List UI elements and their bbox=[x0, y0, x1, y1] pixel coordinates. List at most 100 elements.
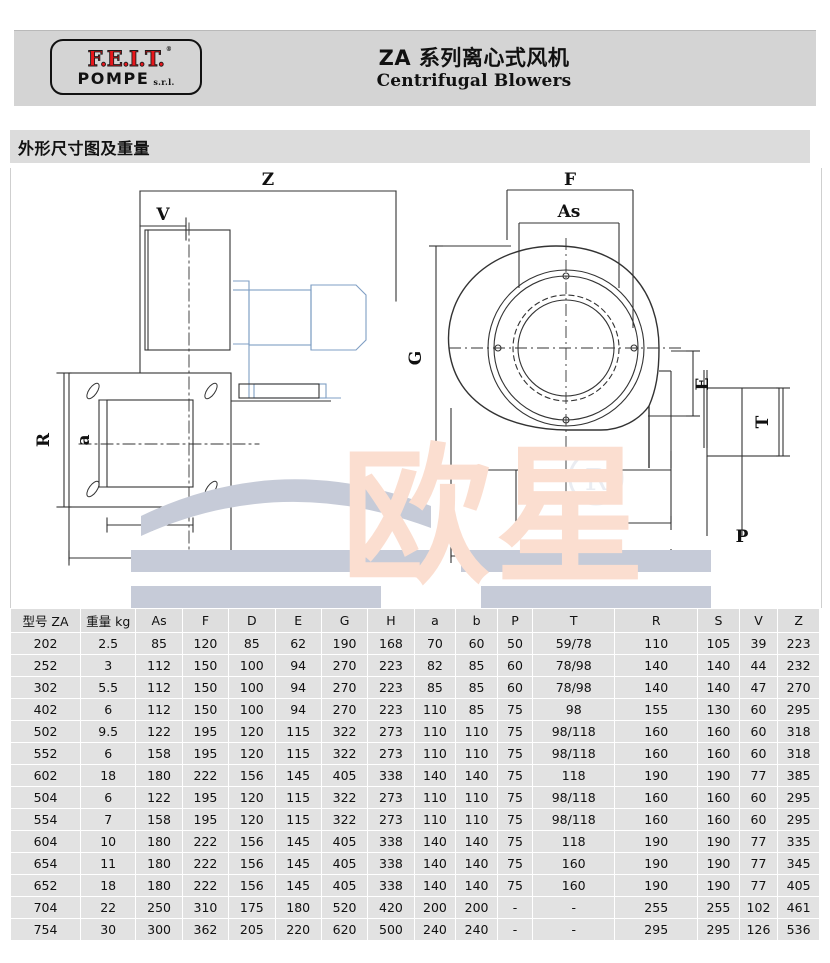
table-cell: 78/98 bbox=[532, 654, 616, 677]
table-cell: 110 bbox=[455, 808, 498, 831]
table-cell: 322 bbox=[320, 720, 369, 743]
table-cell: - bbox=[496, 918, 534, 941]
table-cell: 270 bbox=[320, 676, 369, 699]
table-cell: 223 bbox=[367, 654, 415, 677]
table-header-row: 型号 ZA 重量 kg As F D E G H a b P T R S V Z bbox=[9, 608, 820, 633]
table-row: 554 7 158 195 120 115 322 273 110 110 75 98/118 160 1… bbox=[9, 808, 820, 831]
table-cell: 190 bbox=[697, 852, 740, 875]
table-cell: 402 bbox=[9, 698, 82, 721]
table-cell: 77 bbox=[738, 874, 779, 897]
table-cell: 100 bbox=[228, 654, 276, 677]
registered-icon: ® bbox=[165, 45, 172, 53]
col-header-d: D bbox=[228, 608, 276, 633]
table-row: 252 3 112 150 100 94 270 223 82 85 60 78/98 140 140 44… bbox=[9, 654, 820, 677]
table-cell: 385 bbox=[777, 764, 820, 787]
table-cell: 6 bbox=[80, 742, 137, 765]
table-row: 652 18 180 222 156 145 405 338 140 140 75 160 190 190… bbox=[9, 874, 820, 897]
table-cell: 168 bbox=[367, 632, 415, 655]
dim-label-H: H bbox=[553, 547, 569, 567]
table-cell: 60 bbox=[738, 786, 779, 809]
table-cell: 405 bbox=[777, 874, 820, 897]
table-row: 502 9.5 122 195 120 115 322 273 110 110 75 98/118 16… bbox=[9, 720, 820, 743]
table-cell: 140 bbox=[413, 852, 457, 875]
table-cell: 98/118 bbox=[532, 742, 616, 765]
table-cell: 160 bbox=[614, 808, 699, 831]
table-cell: 130 bbox=[697, 698, 740, 721]
watermark-registered-icon: R bbox=[568, 450, 624, 506]
page-title-cn: ZA 系列离心式风机 bbox=[378, 45, 570, 70]
table-cell: 112 bbox=[135, 698, 183, 721]
page-title-en: Centrifugal Blowers bbox=[376, 70, 572, 91]
table-cell: 60 bbox=[738, 698, 779, 721]
table-cell: 122 bbox=[135, 786, 183, 809]
table-cell: 620 bbox=[320, 918, 369, 941]
col-header-model: 型号 ZA bbox=[9, 608, 82, 633]
dim-label-T: T bbox=[753, 415, 773, 428]
table-cell: 100 bbox=[228, 676, 276, 699]
table-cell: 150 bbox=[181, 698, 230, 721]
col-header-p: P bbox=[496, 608, 534, 633]
table-cell: 345 bbox=[777, 852, 820, 875]
table-cell: 195 bbox=[181, 808, 230, 831]
col-header-a: a bbox=[413, 608, 457, 633]
section-title: 外形尺寸图及重量 bbox=[18, 139, 151, 158]
dim-label-As: As bbox=[557, 202, 581, 222]
table-cell: 250 bbox=[135, 896, 183, 919]
table-cell: 190 bbox=[614, 874, 699, 897]
table-cell: 420 bbox=[367, 896, 415, 919]
table-cell: 85 bbox=[455, 698, 498, 721]
logo-subtitle-row: POMPE s.r.l. bbox=[77, 70, 175, 87]
dim-label-b: b bbox=[144, 516, 156, 536]
table-row: 602 18 180 222 156 145 405 338 140 140 75 118 190 190… bbox=[9, 764, 820, 787]
dim-label-G: G bbox=[406, 351, 426, 366]
dim-label-a: a bbox=[74, 434, 94, 445]
table-cell: 160 bbox=[697, 786, 740, 809]
col-header-as: As bbox=[135, 608, 183, 633]
table-cell: 335 bbox=[777, 830, 820, 853]
table-cell: 85 bbox=[135, 632, 183, 655]
table-cell: 78/98 bbox=[532, 676, 616, 699]
table-cell: 338 bbox=[367, 874, 415, 897]
table-cell: 160 bbox=[614, 720, 699, 743]
company-logo: F.E.I.T. ® POMPE s.r.l. bbox=[50, 39, 202, 95]
table-cell: 140 bbox=[455, 764, 498, 787]
table-row: 402 6 112 150 100 94 270 223 110 85 75 98 155 130 60 29… bbox=[9, 698, 820, 721]
table-cell: 190 bbox=[614, 764, 699, 787]
table-cell: 102 bbox=[738, 896, 779, 919]
table-cell: 50 bbox=[496, 632, 534, 655]
table-cell: 252 bbox=[9, 654, 82, 677]
table-cell: 59/78 bbox=[532, 632, 616, 655]
table-cell: 318 bbox=[777, 720, 820, 743]
table-cell: 120 bbox=[228, 786, 276, 809]
logo-srl-label: s.r.l. bbox=[153, 76, 175, 87]
table-cell: 190 bbox=[614, 852, 699, 875]
table-cell: 190 bbox=[697, 874, 740, 897]
table-cell: 60 bbox=[455, 632, 498, 655]
table-cell: 22 bbox=[80, 896, 137, 919]
table-cell: 98 bbox=[532, 698, 616, 721]
table-cell: 120 bbox=[181, 632, 230, 655]
table-cell: 270 bbox=[777, 676, 820, 699]
table-cell: 70 bbox=[413, 632, 457, 655]
table-cell: 222 bbox=[181, 764, 230, 787]
col-header-f: F bbox=[181, 608, 230, 633]
table-row: 704 22 250 310 175 180 520 420 200 200- -255 255 102… bbox=[9, 896, 820, 919]
table-cell: 160 bbox=[697, 808, 740, 831]
motor-outline bbox=[233, 280, 367, 399]
table-cell: 100 bbox=[228, 698, 276, 721]
table-cell: 405 bbox=[320, 874, 369, 897]
table-row: 504 6 122 195 120 115 322 273 110 110 75 98/118 160 1… bbox=[9, 786, 820, 809]
table-cell: 10 bbox=[80, 830, 137, 853]
table-cell: 602 bbox=[9, 764, 82, 787]
table-cell: 18 bbox=[80, 874, 137, 897]
table-cell: 554 bbox=[9, 808, 82, 831]
table-cell: 150 bbox=[181, 676, 230, 699]
table-cell: 195 bbox=[181, 742, 230, 765]
table-cell: 110 bbox=[614, 632, 699, 655]
table-cell: 180 bbox=[135, 852, 183, 875]
table-cell: 115 bbox=[274, 786, 322, 809]
table-cell: 18 bbox=[80, 764, 137, 787]
table-cell: 60 bbox=[738, 742, 779, 765]
table-cell: 223 bbox=[367, 698, 415, 721]
